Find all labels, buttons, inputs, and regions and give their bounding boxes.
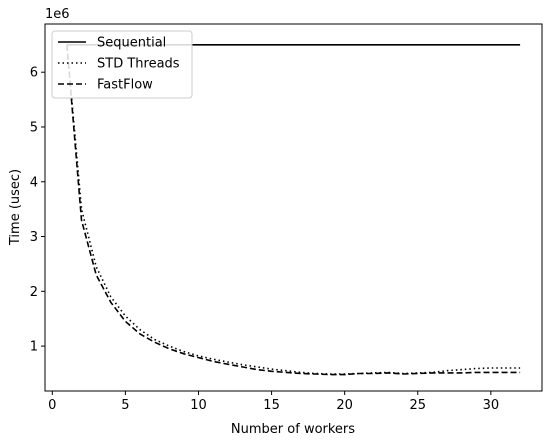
y-tick-label: 3: [30, 230, 38, 245]
y-tick-label: 5: [30, 120, 38, 135]
legend-label: FastFlow: [97, 78, 153, 93]
y-tick-label: 6: [30, 66, 38, 81]
y-tick-label: 2: [30, 285, 38, 300]
y-tick-label: 4: [30, 175, 38, 190]
legend-box: [51, 30, 193, 99]
x-tick-label: 10: [190, 398, 207, 413]
x-tick-label: 15: [263, 398, 280, 413]
y-tick-label: 1: [30, 340, 38, 355]
x-axis-label: Number of workers: [231, 422, 355, 437]
y-axis-label: Time (usec): [8, 169, 23, 246]
series-line-fastflow: [66, 44, 521, 376]
x-tick-label: 20: [336, 398, 353, 413]
x-tick-label: 0: [48, 398, 56, 413]
ticks-layer: 0 5 10 15 20 25 30 1 2 3 4 5 6: [30, 66, 499, 413]
legend-label: Sequential: [97, 36, 166, 51]
x-tick-label: 30: [483, 398, 500, 413]
legend-label: STD Threads: [97, 57, 180, 72]
y-offset-label: 1e6: [45, 7, 70, 22]
legend: Sequential STD Threads FastFlow: [51, 30, 193, 99]
x-tick-label: 5: [121, 398, 129, 413]
x-tick-label: 25: [409, 398, 426, 413]
